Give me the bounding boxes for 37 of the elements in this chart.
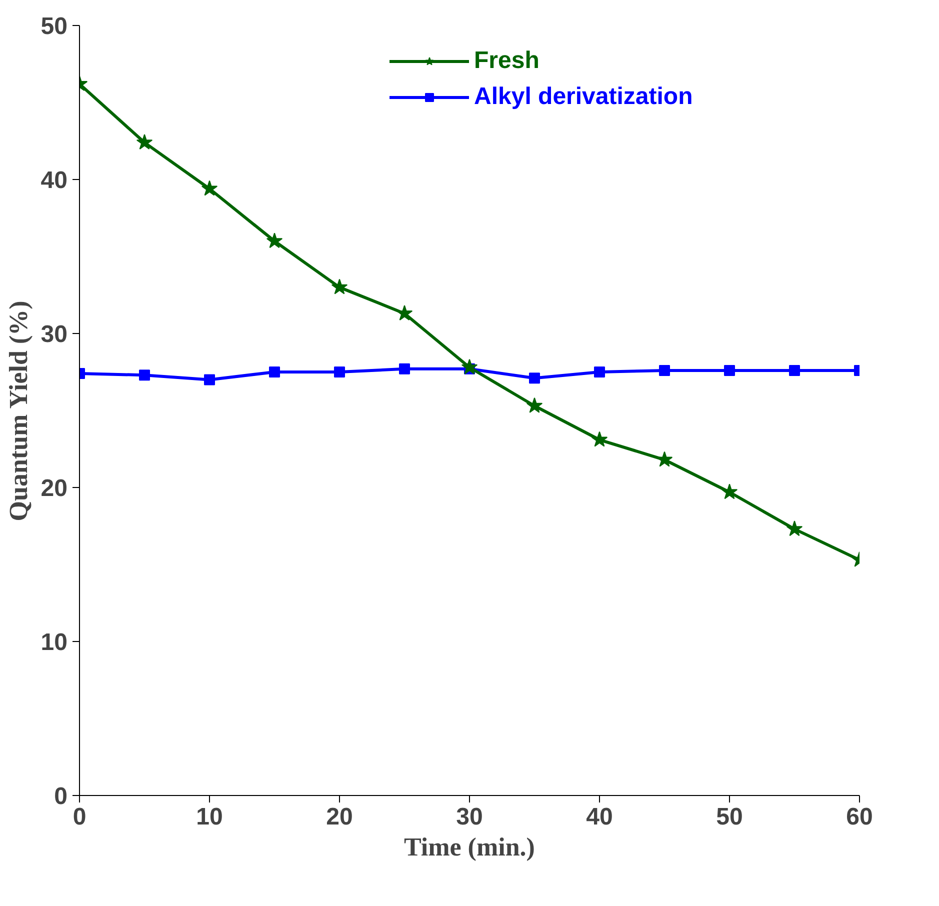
point — [724, 364, 735, 376]
point — [591, 431, 608, 447]
legend-label: Fresh — [474, 47, 540, 75]
point — [659, 364, 670, 376]
x-tick-label: 30 — [456, 804, 483, 830]
point — [334, 366, 345, 378]
y-axis-title: Quantum Yield (%) — [4, 300, 33, 522]
x-tick-label: 50 — [716, 804, 743, 830]
point — [269, 366, 280, 378]
point — [331, 278, 348, 294]
x-tick-label: 40 — [586, 804, 613, 830]
point — [789, 364, 800, 376]
point — [461, 358, 478, 374]
point — [396, 304, 413, 320]
point — [526, 397, 543, 413]
point — [529, 372, 540, 384]
point — [204, 374, 215, 386]
point — [139, 370, 150, 381]
y-tick-label: 0 — [54, 783, 68, 810]
y-tick-label: 30 — [40, 321, 68, 348]
y-tick-label: 10 — [40, 629, 68, 656]
legend-label: Alkyl derivatization — [474, 83, 693, 111]
x-axis-title: Time (min.) — [404, 832, 535, 862]
y-tick-label: 40 — [40, 167, 68, 194]
point — [266, 232, 283, 248]
point — [399, 363, 410, 374]
point — [721, 484, 738, 500]
x-tick-label: 60 — [846, 804, 873, 830]
x-tick-label: 20 — [326, 804, 353, 830]
x-tick-label: 10 — [196, 804, 223, 830]
point — [136, 134, 153, 150]
y-tick-label: 20 — [40, 475, 68, 502]
y-tick-label: 50 — [40, 13, 68, 40]
point — [786, 520, 803, 536]
point — [594, 366, 605, 378]
point — [201, 180, 218, 196]
x-tick-label: 0 — [72, 804, 86, 830]
